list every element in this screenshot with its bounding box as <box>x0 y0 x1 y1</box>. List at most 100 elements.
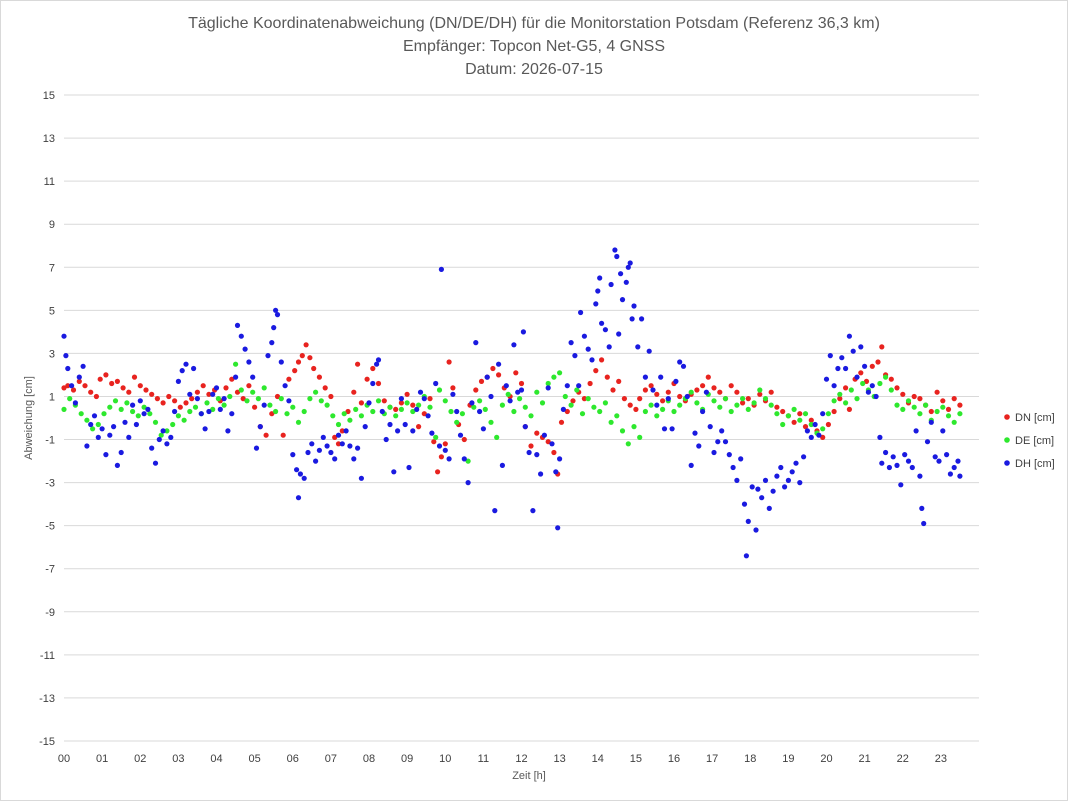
data-point <box>654 402 660 408</box>
data-point <box>320 434 326 440</box>
data-point <box>398 406 404 412</box>
data-point <box>387 404 393 410</box>
data-point <box>124 400 130 406</box>
data-point <box>295 359 302 365</box>
data-point <box>164 428 170 434</box>
data-point <box>728 408 734 415</box>
data-point <box>374 361 380 367</box>
data-point <box>888 387 894 393</box>
data-point <box>189 396 195 402</box>
data-point <box>177 404 183 410</box>
x-tick-label: 12 <box>515 753 527 765</box>
data-point <box>801 454 807 460</box>
data-point <box>917 473 923 479</box>
data-point <box>637 396 643 402</box>
data-point <box>618 271 624 277</box>
data-point <box>101 411 107 417</box>
data-point <box>593 368 599 374</box>
data-point <box>246 383 252 389</box>
data-point <box>654 413 660 419</box>
data-point <box>587 380 593 387</box>
data-point <box>166 393 172 400</box>
data-point <box>391 469 397 475</box>
data-point <box>513 370 519 376</box>
x-tick-label: 11 <box>478 753 489 765</box>
data-point <box>715 439 721 445</box>
data-point <box>905 458 912 464</box>
data-point <box>250 374 256 380</box>
data-point <box>505 391 511 397</box>
data-point <box>370 365 376 372</box>
y-tick-label: 11 <box>44 176 55 188</box>
data-point <box>557 370 563 376</box>
data-point <box>488 419 494 425</box>
data-point <box>757 387 763 393</box>
data-point <box>271 325 277 331</box>
data-point <box>383 436 389 443</box>
data-point <box>217 406 223 412</box>
data-point <box>213 385 220 391</box>
data-point <box>642 408 649 415</box>
data-point <box>599 357 605 363</box>
data-point <box>343 428 349 434</box>
data-point <box>585 396 591 402</box>
data-point <box>221 396 227 402</box>
data-point <box>273 408 279 415</box>
data-point <box>311 365 317 372</box>
data-point <box>730 464 736 471</box>
data-point <box>860 380 866 387</box>
data-point <box>282 383 288 389</box>
x-tick-labels: 00 01 02 03 04 05 06 07 08 09 10 11 12 13 14 15 16 17 18 19… <box>58 753 947 765</box>
data-point <box>294 467 300 473</box>
data-point <box>635 344 641 350</box>
data-point <box>780 408 786 415</box>
data-point <box>290 452 296 458</box>
data-point <box>808 434 814 440</box>
data-point <box>944 452 950 458</box>
data-point <box>886 464 893 471</box>
data-point <box>446 456 452 462</box>
data-point <box>711 449 717 456</box>
data-point <box>522 424 528 430</box>
data-point <box>450 385 456 391</box>
data-point <box>616 331 622 337</box>
legend-label: DE [cm] <box>1015 435 1054 447</box>
data-point <box>854 374 860 380</box>
data-point <box>84 417 90 423</box>
data-point <box>307 355 313 361</box>
data-point <box>200 383 206 389</box>
x-tick-label: 02 <box>134 753 146 765</box>
data-point <box>639 316 645 322</box>
data-point <box>183 361 189 367</box>
x-tick-label: 05 <box>249 753 261 765</box>
data-point <box>684 393 690 400</box>
x-tick-label: 23 <box>935 753 947 765</box>
data-point <box>793 460 799 466</box>
data-point <box>539 400 546 406</box>
data-point <box>680 363 687 369</box>
data-point <box>91 413 98 419</box>
y-tick-label: -5 <box>45 521 55 533</box>
data-point <box>130 402 136 408</box>
data-point <box>837 391 843 397</box>
data-point <box>130 408 136 415</box>
data-point <box>429 430 435 436</box>
data-point <box>156 436 162 443</box>
data-point <box>625 441 631 447</box>
x-tick-label: 01 <box>96 753 108 765</box>
data-point <box>900 391 906 397</box>
y-tick-label: 7 <box>49 262 55 274</box>
data-point <box>789 469 795 475</box>
data-point <box>774 404 780 410</box>
data-point <box>135 413 141 419</box>
data-point <box>560 406 567 412</box>
data-point <box>545 380 551 387</box>
data-point <box>728 383 734 389</box>
data-point <box>518 380 525 387</box>
data-point <box>791 419 797 425</box>
data-point <box>253 445 260 451</box>
data-point <box>642 387 649 393</box>
data-point <box>581 396 588 402</box>
data-point <box>879 344 885 350</box>
